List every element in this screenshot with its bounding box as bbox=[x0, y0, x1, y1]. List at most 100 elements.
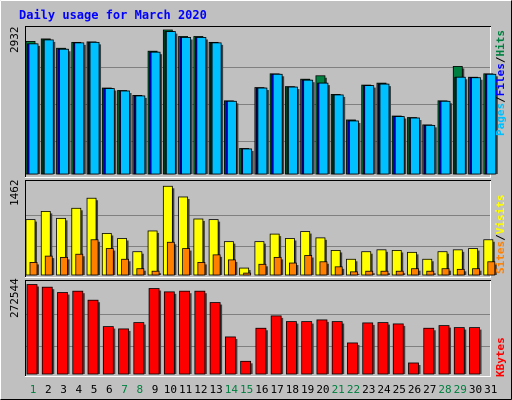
x-tick-label-day-21: 21 bbox=[332, 383, 345, 396]
kbytes-bar-day-12 bbox=[194, 290, 206, 375]
x-tick-label-day-1: 1 bbox=[30, 383, 37, 396]
kbytes-bar-day-16 bbox=[255, 327, 267, 375]
pages-bar-day-30 bbox=[471, 77, 481, 175]
x-tick-label-day-30: 30 bbox=[469, 383, 482, 396]
sites-bar-day-17 bbox=[273, 256, 282, 276]
kbytes-bar-day-9 bbox=[148, 288, 160, 375]
kbytes-bar-day-4 bbox=[72, 290, 84, 375]
pages-bar-day-12 bbox=[196, 37, 207, 175]
x-tick-label-day-15: 15 bbox=[240, 383, 253, 396]
x-tick-label-day-6: 6 bbox=[106, 383, 113, 396]
pages-bar-day-22 bbox=[349, 120, 359, 175]
kbytes-bar-day-28 bbox=[438, 325, 450, 375]
x-tick-label-day-25: 25 bbox=[393, 383, 406, 396]
pages-bar-day-27 bbox=[425, 124, 436, 175]
visits-panel-max-label: 1462 bbox=[8, 180, 21, 207]
kbytes-bar-day-25 bbox=[392, 323, 404, 375]
kbytes-bar-day-18 bbox=[286, 321, 297, 375]
x-tick-label-day-22: 22 bbox=[347, 383, 360, 396]
sites-bar-day-16 bbox=[258, 263, 267, 276]
sites-bar-day-3 bbox=[60, 256, 68, 276]
x-tick-label-day-4: 4 bbox=[75, 383, 82, 396]
pages-bar-day-4 bbox=[74, 42, 85, 175]
sites-bar-day-23 bbox=[365, 270, 374, 276]
x-tick-label-day-28: 28 bbox=[438, 383, 451, 396]
visits-legend: Visits bbox=[494, 195, 507, 235]
sites-bar-day-4 bbox=[75, 253, 84, 276]
sites-bar-day-15 bbox=[243, 272, 252, 276]
kbytes-bar-day-19 bbox=[301, 321, 313, 375]
pages-bar-day-14 bbox=[226, 100, 237, 175]
x-tick-label-day-19: 19 bbox=[301, 383, 314, 396]
chart-title: Daily usage for March 2020 bbox=[19, 8, 207, 22]
kbytes-bar-day-10 bbox=[163, 291, 175, 375]
sites-bar-day-13 bbox=[212, 254, 221, 276]
kbytes-bar-day-3 bbox=[57, 292, 68, 375]
sites-bar-day-30 bbox=[472, 268, 480, 276]
x-tick-label-day-18: 18 bbox=[286, 383, 299, 396]
kbytes-bar-day-5 bbox=[87, 299, 99, 375]
sites-legend: Sites bbox=[494, 241, 507, 274]
sites-bar-day-7 bbox=[121, 258, 129, 276]
x-tick-label-day-23: 23 bbox=[362, 383, 375, 396]
x-tick-label-day-17: 17 bbox=[271, 383, 284, 396]
x-axis-labels: 1 2 3 4 5 6 7 8 9 10 11 12 13 14 15 16 17 18 19 20 21 22 23 24 2… bbox=[30, 383, 498, 396]
sites-bar-day-20 bbox=[319, 261, 328, 276]
pages-bar-day-1 bbox=[28, 43, 39, 175]
kbytes-bar-day-2 bbox=[41, 286, 53, 375]
hits-panel-max-label: 2932 bbox=[8, 27, 21, 54]
x-tick-label-day-16: 16 bbox=[255, 383, 268, 396]
sites-bar-day-6 bbox=[105, 248, 114, 276]
sites-bar-day-28 bbox=[441, 268, 450, 276]
kbytes-bar-day-15 bbox=[240, 360, 252, 375]
pages-bar-day-13 bbox=[211, 42, 222, 175]
kbytes-bar-day-11 bbox=[179, 290, 191, 375]
sites-bar-day-21 bbox=[334, 266, 343, 276]
sites-bar-day-9 bbox=[151, 270, 160, 276]
sites-bar-day-1 bbox=[29, 262, 38, 276]
sites-bar-day-19 bbox=[304, 255, 313, 276]
x-tick-label-day-31: 31 bbox=[484, 383, 497, 396]
x-tick-label-day-2: 2 bbox=[45, 383, 52, 396]
pages-bar-day-26 bbox=[410, 117, 420, 175]
x-tick-label-day-20: 20 bbox=[316, 383, 329, 396]
pages-bar-day-20 bbox=[318, 82, 329, 175]
pages-bar-day-11 bbox=[181, 37, 192, 175]
x-tick-label-day-26: 26 bbox=[408, 383, 421, 396]
kbytes-bar-day-14 bbox=[224, 336, 236, 375]
x-tick-label-day-11: 11 bbox=[179, 383, 192, 396]
x-tick-label-day-10: 10 bbox=[164, 383, 177, 396]
pages-bar-day-8 bbox=[135, 95, 146, 175]
sites-bar-day-24 bbox=[380, 270, 389, 276]
sites-bar-day-5 bbox=[90, 239, 99, 276]
visits-panel-axis-label: Sites/Visits bbox=[494, 195, 507, 275]
kbytes-panel-max-label: 272544 bbox=[8, 278, 21, 318]
sites-bar-day-29 bbox=[456, 268, 465, 276]
kbytes-bar-day-17 bbox=[270, 315, 282, 375]
kbytes-bar-day-30 bbox=[469, 327, 480, 375]
pages-bar-day-19 bbox=[303, 79, 314, 175]
pages-bar-day-5 bbox=[89, 41, 100, 175]
pages-bar-day-6 bbox=[104, 88, 115, 175]
hits-panel-axis-label: Pages/Files/Hits bbox=[494, 30, 507, 136]
kbytes-bar-day-22 bbox=[347, 342, 358, 375]
pages-bar-day-3 bbox=[59, 48, 69, 175]
sites-bar-day-8 bbox=[136, 268, 145, 276]
hits-panel bbox=[25, 26, 498, 178]
kbytes-bar-day-7 bbox=[118, 328, 129, 375]
pages-bar-day-28 bbox=[440, 100, 451, 175]
pages-bar-day-24 bbox=[379, 83, 390, 175]
kbytes-bar-day-27 bbox=[423, 327, 435, 375]
kbytes-bar-day-23 bbox=[362, 322, 374, 375]
kbytes-bar-day-1 bbox=[26, 284, 38, 375]
x-tick-label-day-12: 12 bbox=[194, 383, 207, 396]
kbytes-bar-day-8 bbox=[133, 322, 145, 375]
visits-panel bbox=[25, 180, 497, 278]
kbytes-bar-day-29 bbox=[453, 327, 465, 375]
kbytes-panel-axis-label: KBytes bbox=[494, 337, 507, 377]
files-legend: Files bbox=[494, 63, 507, 96]
kbytes-bar-day-21 bbox=[331, 321, 343, 375]
x-tick-label-day-9: 9 bbox=[152, 383, 159, 396]
kbytes-bar-day-24 bbox=[377, 322, 389, 375]
